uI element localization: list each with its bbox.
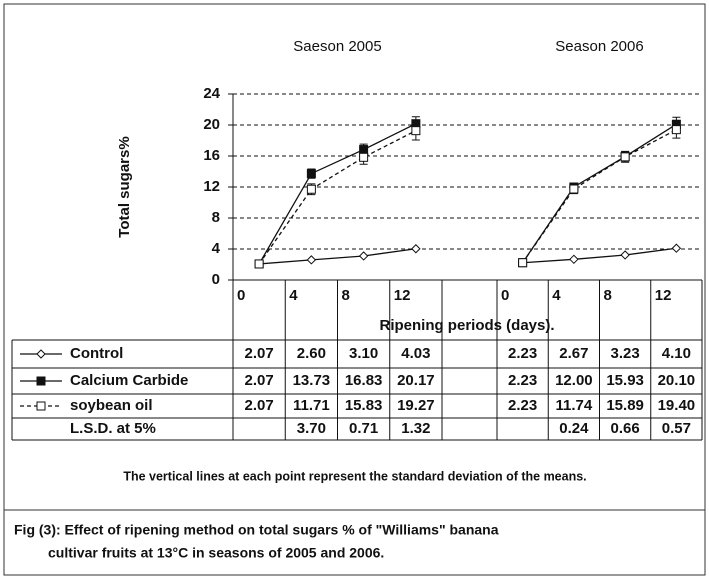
lsd-value: 0.71 <box>349 420 378 437</box>
x-tick-label: 12 <box>394 287 411 304</box>
table-value: 13.73 <box>293 372 331 389</box>
x-tick-label: 12 <box>655 287 672 304</box>
table-value: 2.07 <box>245 372 274 389</box>
marker <box>306 255 317 265</box>
y-tick-label: 12 <box>203 178 220 195</box>
table-value: 19.27 <box>397 397 435 414</box>
marker <box>518 258 528 268</box>
series-line <box>258 130 417 265</box>
legend-label: Calcium Carbide <box>70 372 188 389</box>
marker <box>36 376 46 386</box>
note: The vertical lines at each point represe… <box>123 469 586 483</box>
marker <box>620 152 630 162</box>
lsd-value: 1.32 <box>401 420 430 437</box>
y-tick-label: 20 <box>203 116 220 133</box>
table-value: 11.74 <box>556 397 593 414</box>
table-value: 20.10 <box>658 372 696 389</box>
lsd-label: L.S.D. at 5% <box>70 420 156 437</box>
table-value: 15.89 <box>606 397 644 414</box>
lsd-value: 0.66 <box>611 420 640 437</box>
table-value: 4.03 <box>401 345 430 362</box>
table-value: 4.10 <box>662 345 691 362</box>
series-line <box>522 247 677 264</box>
y-axis-label: Total sugars% <box>116 136 133 237</box>
table-value: 2.60 <box>297 345 326 362</box>
table-value: 3.10 <box>349 345 378 362</box>
table-value: 2.07 <box>245 397 274 414</box>
y-tick-label: 8 <box>212 209 220 226</box>
x-tick-label: 4 <box>552 287 561 304</box>
legend-label: Control <box>70 345 123 362</box>
panel-title: Season 2006 <box>555 38 643 55</box>
series-line <box>258 123 417 265</box>
x-tick-label: 0 <box>501 287 509 304</box>
marker <box>411 126 421 136</box>
y-tick-label: 24 <box>203 85 220 102</box>
table-value: 15.83 <box>345 397 383 414</box>
marker <box>306 169 316 179</box>
table-value: 15.93 <box>606 372 644 389</box>
marker <box>306 184 316 194</box>
table-value: 2.07 <box>245 345 274 362</box>
x-tick-label: 8 <box>604 287 612 304</box>
caption: Fig (3): Effect of ripening method on to… <box>14 522 499 538</box>
marker <box>359 152 369 162</box>
y-tick-label: 16 <box>203 147 220 164</box>
marker <box>569 184 579 194</box>
series-line <box>259 248 416 265</box>
lsd-value: 3.70 <box>297 420 326 437</box>
table-value: 2.23 <box>508 345 537 362</box>
series-line <box>522 123 677 264</box>
x-tick-label: 0 <box>237 287 245 304</box>
y-tick-label: 0 <box>212 271 220 288</box>
caption: cultivar fruits at 13°C in seasons of 20… <box>48 545 384 561</box>
series-line <box>522 129 677 264</box>
table-value: 11.71 <box>293 397 330 414</box>
marker <box>36 401 46 411</box>
table-value: 2.23 <box>508 372 537 389</box>
lsd-value: 0.57 <box>662 420 691 437</box>
marker <box>411 244 421 254</box>
lsd-value: 0.24 <box>559 420 589 437</box>
table-value: 20.17 <box>397 372 435 389</box>
frame <box>3 3 706 576</box>
marker <box>671 125 681 135</box>
table-value: 2.23 <box>508 397 537 414</box>
marker <box>620 250 630 260</box>
table-value: 19.40 <box>658 397 696 414</box>
marker <box>36 349 46 359</box>
x-tick-label: 4 <box>289 287 298 304</box>
marker <box>254 259 264 269</box>
table-value: 16.83 <box>345 372 383 389</box>
marker <box>569 254 579 265</box>
marker <box>671 243 682 253</box>
table-value: 3.23 <box>611 345 640 362</box>
y-tick-label: 4 <box>212 240 221 257</box>
table-value: 2.67 <box>559 345 588 362</box>
table-value: 12.00 <box>555 372 593 389</box>
marker <box>358 251 369 261</box>
panel-title: Saeson 2005 <box>293 38 381 55</box>
x-axis-label: Ripening periods (days). <box>379 317 554 334</box>
legend-label: soybean oil <box>70 397 153 414</box>
x-tick-label: 8 <box>342 287 350 304</box>
